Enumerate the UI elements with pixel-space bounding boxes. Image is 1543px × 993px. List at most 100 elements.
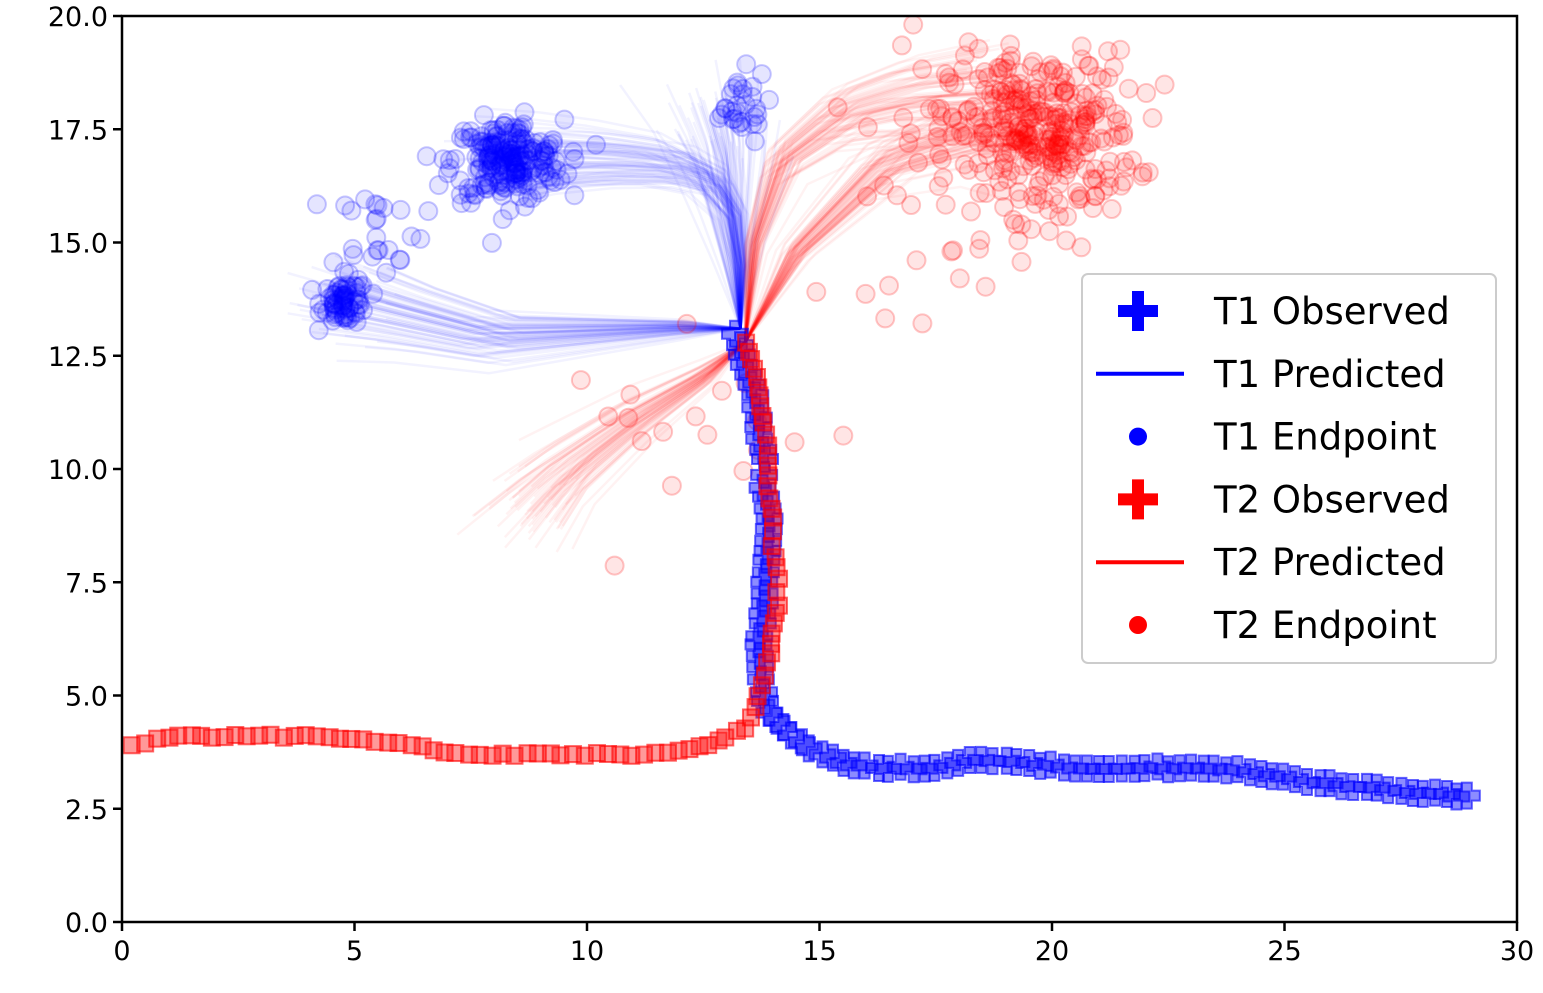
endpoint-point: [390, 250, 411, 270]
endpoint-point: [470, 131, 491, 152]
predicted-path: [560, 163, 750, 329]
endpoint-point: [931, 106, 952, 127]
endpoint-point: [499, 146, 520, 167]
endpoint-point: [482, 135, 503, 156]
endpoint-point: [855, 283, 876, 304]
predicted-path: [535, 155, 746, 329]
endpoint-point: [481, 155, 502, 175]
predicted-path: [688, 92, 742, 329]
endpoint-point: [512, 168, 533, 189]
predicted-path: [728, 110, 742, 329]
predicted-path: [743, 67, 1009, 343]
endpoint-point: [906, 250, 927, 271]
predicted-path: [665, 83, 742, 329]
predicted-path: [539, 148, 747, 329]
endpoint-point: [1091, 128, 1112, 149]
observed-point: [261, 725, 280, 744]
endpoint-point: [1048, 134, 1068, 154]
endpoint-point: [1049, 130, 1070, 151]
predicted-path: [364, 292, 741, 335]
endpoint-point: [958, 32, 979, 53]
predicted-path: [520, 341, 746, 525]
predicted-path: [743, 91, 1008, 343]
endpoint-point: [539, 135, 560, 156]
endpoint-point: [534, 141, 555, 162]
endpoint-point: [1077, 106, 1098, 127]
endpoint-point: [1054, 134, 1075, 155]
predicted-path: [667, 102, 742, 329]
predicted-path: [356, 302, 741, 341]
predicted-path: [299, 308, 741, 344]
endpoint-point: [470, 137, 490, 158]
endpoint-point: [1006, 129, 1026, 150]
predicted-path: [738, 58, 745, 329]
endpoint-point: [1071, 114, 1092, 135]
predicted-path: [743, 38, 991, 343]
endpoint-point: [1001, 45, 1022, 66]
predicted-path: [562, 341, 746, 487]
endpoint-point: [302, 279, 323, 300]
endpoint-point: [345, 303, 366, 324]
predicted-path: [720, 101, 742, 329]
endpoint-point: [1055, 80, 1076, 101]
endpoint-point: [477, 160, 498, 181]
predicted-path: [687, 158, 742, 329]
observed-point: [389, 734, 408, 753]
endpoint-point: [1023, 142, 1044, 163]
predicted-path: [744, 108, 1048, 343]
endpoint-point: [1051, 127, 1072, 148]
endpoint-point: [538, 145, 559, 166]
endpoint-point: [343, 291, 364, 312]
endpoint-point: [511, 151, 532, 172]
predicted-path: [711, 125, 742, 329]
endpoint-point: [1116, 157, 1137, 178]
endpoint-point: [1033, 147, 1054, 168]
endpoint-point: [1040, 106, 1061, 127]
endpoint-point: [499, 200, 520, 221]
endpoint-point: [965, 107, 986, 128]
predicted-path: [724, 95, 742, 329]
endpoint-point: [335, 287, 356, 308]
endpoint-point: [993, 60, 1014, 81]
predicted-path: [739, 106, 753, 329]
endpoint-point: [500, 143, 521, 164]
predicted-path: [558, 341, 747, 523]
observed-point: [850, 751, 879, 780]
endpoint-point: [1035, 137, 1056, 158]
endpoint-point: [373, 197, 394, 218]
endpoint-point: [1085, 186, 1106, 207]
endpoint-point: [969, 238, 990, 259]
endpoint-point: [990, 57, 1011, 78]
predicted-path: [715, 107, 742, 329]
predicted-path: [464, 182, 742, 329]
endpoint-point: [975, 123, 996, 144]
endpoint-point: [401, 226, 422, 247]
predicted-path: [721, 106, 742, 329]
endpoint-point: [493, 177, 514, 198]
endpoint-point: [1071, 49, 1092, 70]
predicted-path: [744, 114, 1070, 343]
endpoint-point: [1014, 118, 1035, 139]
endpoint-point: [494, 115, 515, 136]
endpoint-point: [540, 170, 561, 191]
endpoint-point: [493, 149, 514, 170]
endpoint-point: [339, 298, 360, 319]
observed-point: [1026, 751, 1055, 780]
endpoint-point: [893, 107, 914, 128]
endpoint-point: [501, 140, 522, 161]
endpoint-point: [653, 421, 674, 442]
predicted-path: [344, 325, 741, 355]
observed-point: [122, 736, 141, 755]
endpoint-point: [528, 180, 548, 200]
endpoint-point: [523, 158, 544, 179]
endpoint-point: [1004, 127, 1025, 148]
endpoint-point: [490, 175, 511, 195]
endpoint-point: [478, 172, 499, 193]
endpoint-point: [495, 112, 516, 133]
dot-icon: [1129, 427, 1147, 446]
predicted-path: [744, 105, 1054, 343]
endpoint-point: [483, 167, 504, 188]
endpoint-point: [502, 148, 523, 169]
endpoint-point: [492, 152, 512, 172]
predicted-path: [525, 341, 746, 520]
